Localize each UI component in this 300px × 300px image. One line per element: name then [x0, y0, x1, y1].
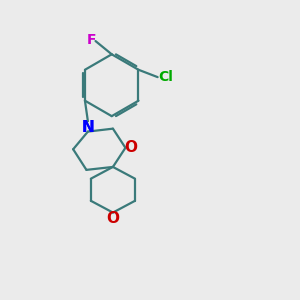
Text: O: O	[106, 211, 119, 226]
Text: F: F	[87, 33, 97, 46]
Text: O: O	[124, 140, 137, 155]
Text: N: N	[82, 120, 94, 135]
Text: N: N	[82, 120, 94, 135]
Text: Cl: Cl	[158, 70, 173, 84]
